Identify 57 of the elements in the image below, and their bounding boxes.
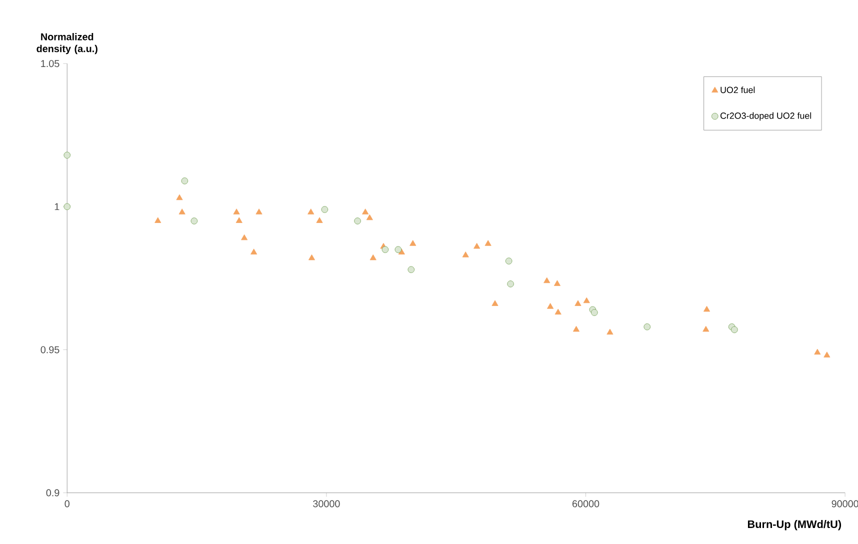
- point: [462, 251, 469, 258]
- point: [316, 216, 323, 223]
- x-tick-label: 90000: [832, 500, 858, 508]
- point: [408, 266, 415, 273]
- point: [824, 351, 830, 358]
- point: [178, 208, 186, 214]
- point: [321, 206, 328, 213]
- legend-label: Cr2O3-doped UO2 fuel: [720, 112, 812, 120]
- point: [308, 208, 314, 214]
- point: [507, 280, 514, 288]
- point: [190, 217, 198, 224]
- x-tick-label: 30000: [313, 500, 340, 508]
- point: [181, 177, 188, 184]
- point: [505, 257, 512, 264]
- point: [256, 208, 262, 214]
- point: [64, 203, 70, 210]
- x-axis-title: Burn-Up (MWd/tU): [748, 520, 842, 530]
- y-axis-title: Normalized density (a.u.): [36, 32, 98, 54]
- point: [644, 323, 650, 330]
- y-tick-label: 1.05: [41, 60, 60, 67]
- point: [176, 194, 183, 200]
- point: [583, 297, 590, 303]
- point: [574, 300, 582, 306]
- point: [731, 326, 738, 333]
- point: [354, 217, 361, 224]
- point: [554, 280, 561, 286]
- y-tick-label: 0.95: [40, 346, 60, 353]
- x-tick-label: 60000: [572, 500, 600, 508]
- point: [154, 216, 162, 223]
- point: [382, 246, 389, 253]
- point: [554, 308, 562, 314]
- point: [814, 348, 821, 354]
- point: [370, 254, 376, 260]
- point: [250, 248, 258, 254]
- point: [572, 326, 580, 332]
- point: [591, 308, 598, 316]
- x-tick-label: 0: [64, 500, 70, 508]
- point: [64, 152, 70, 158]
- y-tick-label: 0.9: [46, 489, 60, 496]
- point: [484, 240, 492, 246]
- point: [547, 302, 554, 309]
- point: [410, 240, 416, 246]
- point: [544, 277, 550, 283]
- point: [474, 242, 480, 248]
- point: [366, 214, 373, 220]
- point: [233, 208, 240, 214]
- point: [703, 306, 710, 312]
- point: [394, 246, 402, 253]
- y-tick-label: 1: [54, 203, 60, 210]
- point: [606, 328, 614, 334]
- point: [702, 326, 710, 332]
- point: [492, 300, 498, 306]
- point: [236, 216, 242, 223]
- point: [308, 254, 316, 260]
- point: [241, 234, 248, 240]
- point: [362, 208, 369, 214]
- legend-label: UO2 fuel: [720, 86, 755, 93]
